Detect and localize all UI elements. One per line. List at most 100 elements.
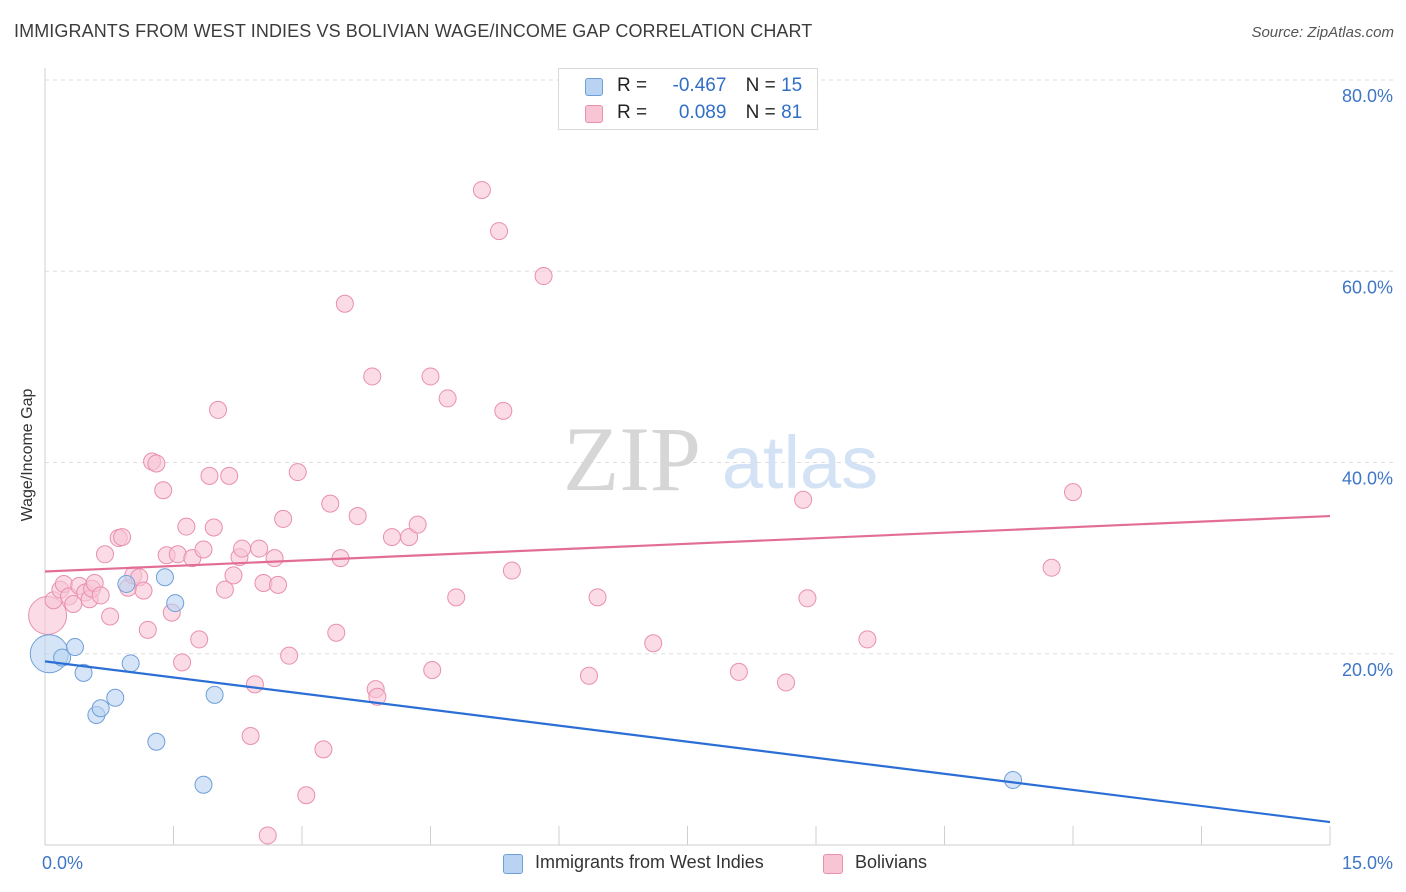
legend-swatch-pink [585, 105, 603, 123]
correlation-legend: R = -0.467 N = 15 R = 0.089 N = 81 [558, 68, 818, 130]
west-indies-point [65, 638, 84, 657]
west-indies-point [147, 732, 166, 751]
legend-swatch-blue [585, 78, 603, 96]
bolivians-point [579, 666, 598, 685]
legend-r-label: R = [617, 75, 648, 96]
bottom-legend-swatch-pink [823, 854, 843, 874]
bottom-legend-swatch-blue [503, 854, 523, 874]
legend-n-label: N = [745, 75, 776, 96]
legend-r-label: R = [617, 102, 648, 123]
bolivians-point [194, 540, 213, 559]
tick-labels: 20.0% 40.0% 60.0% 80.0% 0.0% 15.0% [42, 86, 1393, 873]
bolivians-point [363, 367, 382, 386]
bolivians-point [101, 607, 120, 626]
bolivians-point [173, 653, 192, 672]
west-indies-point [106, 688, 125, 707]
legend-n-label: N = [745, 102, 776, 123]
bolivians-point [233, 539, 252, 558]
y-tick-label: 40.0% [1342, 469, 1393, 489]
bolivians-point [269, 575, 288, 594]
bolivians-point [438, 389, 457, 408]
bolivians-point [209, 400, 228, 419]
watermark-zip: ZIP [563, 408, 701, 510]
bolivians-point [421, 367, 440, 386]
bolivians-point [280, 646, 299, 665]
y-tick-label: 80.0% [1342, 86, 1393, 106]
bolivians-point [400, 528, 419, 547]
legend-n-value: 15 [781, 75, 803, 96]
bolivians-point [91, 586, 110, 605]
bolivians-point [250, 539, 269, 558]
bolivians-point [241, 726, 260, 745]
y-axis-label: Wage/Income Gap [19, 388, 36, 522]
bottom-legend-label: Immigrants from West Indies [535, 852, 764, 872]
bolivians-point [288, 463, 307, 482]
x-tick-label: 0.0% [42, 853, 83, 873]
west-indies-point [194, 775, 213, 794]
y-tick-label: 20.0% [1342, 660, 1393, 680]
bolivians-point [154, 481, 173, 500]
bolivians-point [588, 588, 607, 607]
bolivians-point [64, 595, 83, 614]
trend-lines [44, 514, 1331, 824]
bolivians-point [794, 490, 813, 509]
axes [44, 68, 1331, 846]
bolivians-point [224, 566, 243, 585]
bolivians-point [190, 630, 209, 649]
bolivians-point [258, 826, 277, 845]
legend-n-value: 81 [781, 102, 803, 123]
legend-r-value: -0.467 [672, 75, 727, 96]
west-indies-point [205, 685, 224, 704]
bolivians-point [274, 509, 293, 528]
west-indies-point [166, 594, 185, 613]
source-label: Source: ZipAtlas.com [1251, 24, 1394, 41]
bolivians-point [147, 454, 166, 473]
bolivians-point [134, 581, 153, 600]
chart-title: IMMIGRANTS FROM WEST INDIES VS BOLIVIAN … [14, 21, 813, 41]
bolivians-points [28, 180, 1082, 845]
bolivians-point [1064, 483, 1082, 502]
bolivians-point [408, 515, 427, 534]
west-indies-points [29, 568, 1023, 794]
bolivians-point [534, 267, 553, 286]
bolivians-point [215, 580, 234, 599]
bolivians-point [265, 549, 284, 568]
bolivians-point [472, 180, 491, 199]
bolivians-point [204, 518, 223, 537]
bolivians-trend-line [44, 514, 1331, 573]
bolivians-point [297, 786, 316, 805]
legend-r-value: 0.089 [678, 102, 727, 123]
bolivians-point [382, 528, 401, 547]
bolivians-point [177, 517, 196, 536]
bolivians-point [368, 687, 387, 706]
west-indies-point [121, 654, 140, 673]
bolivians-point [335, 294, 354, 313]
bolivians-point [245, 675, 264, 694]
west-indies-point [74, 663, 93, 682]
bottom-legend-label: Bolivians [855, 852, 928, 872]
bolivians-point [314, 740, 333, 759]
bolivians-point [494, 401, 513, 420]
bolivians-point [729, 662, 748, 681]
west-indies-point [117, 574, 136, 593]
bolivians-point [447, 588, 466, 607]
bolivians-point [348, 507, 367, 526]
bolivians-point [644, 634, 663, 653]
west-indies-point [155, 568, 174, 587]
west-indies-trend-line [44, 660, 1331, 824]
bolivians-point [502, 561, 521, 580]
west-indies-point [1004, 770, 1023, 789]
bolivians-point [138, 620, 157, 639]
x-tick-label: 15.0% [1342, 853, 1393, 873]
watermark-atlas: atlas [722, 421, 878, 504]
bolivians-point [327, 623, 346, 642]
legend-text: R = -0.467 N = 15 [617, 75, 802, 97]
y-tick-label: 60.0% [1342, 277, 1393, 297]
watermark: ZIP atlas [563, 408, 878, 510]
bolivians-point [200, 466, 219, 485]
bolivians-point [95, 545, 114, 564]
bolivians-point [220, 466, 239, 485]
bolivians-point [858, 630, 877, 649]
bolivians-point [113, 528, 132, 547]
